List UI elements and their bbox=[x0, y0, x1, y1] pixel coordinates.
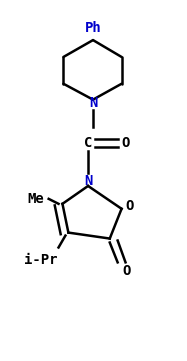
Text: Ph: Ph bbox=[85, 21, 101, 35]
Text: O: O bbox=[121, 136, 130, 150]
Text: O: O bbox=[125, 199, 134, 213]
Text: C: C bbox=[84, 136, 92, 150]
Text: i-Pr: i-Pr bbox=[24, 253, 58, 268]
Text: N: N bbox=[84, 174, 92, 188]
Text: Me: Me bbox=[27, 192, 44, 206]
Text: N: N bbox=[89, 96, 97, 110]
Text: O: O bbox=[122, 264, 131, 278]
